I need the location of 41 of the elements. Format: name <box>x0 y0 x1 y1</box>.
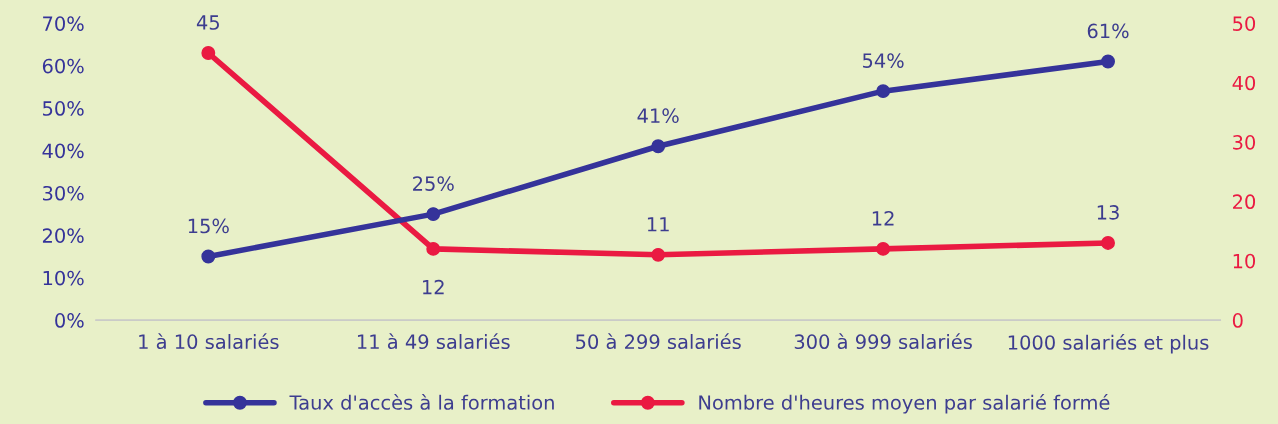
point <box>201 46 216 60</box>
x-tick-label: 11 à 49 salariés <box>357 333 510 350</box>
data-label: 12 <box>423 279 444 295</box>
data-label: 12 <box>872 210 894 226</box>
y-tick-label: 40% <box>42 143 84 159</box>
y2-tick-label: 40 <box>1232 75 1256 91</box>
point <box>1101 236 1115 250</box>
y2-tick-label: 50 <box>1233 16 1256 31</box>
point <box>426 207 441 222</box>
data-label: 11 <box>647 217 669 232</box>
y-tick-label: 50% <box>43 101 84 116</box>
legend-label: Nombre d'heures moyen par salarié formé <box>699 394 1110 414</box>
y-tick-label: 70% <box>43 16 84 31</box>
point <box>426 241 441 256</box>
data-label: 25% <box>413 176 454 191</box>
point <box>651 139 666 154</box>
data-label: 41% <box>637 108 679 124</box>
data-label: 54% <box>862 53 904 68</box>
y2-tick-label: 10 <box>1233 253 1256 269</box>
y-tick-label: 60% <box>42 58 84 74</box>
x-tick-label: 1000 salariés et plus <box>1008 334 1209 354</box>
data-label: 13 <box>1097 205 1119 220</box>
point <box>876 84 891 99</box>
data-label: 61% <box>1087 23 1129 39</box>
data-label: 45 <box>196 15 219 30</box>
y-tick-label: 10% <box>43 270 84 286</box>
point <box>201 249 216 264</box>
y2-tick-label: 20 <box>1233 194 1256 210</box>
x-tick-label: 300 à 999 salariés <box>794 333 972 350</box>
y2-tick-label: 0 <box>1232 313 1243 328</box>
y-tick-label: 0% <box>55 313 84 328</box>
data-label: 15% <box>188 218 229 234</box>
legend-label: Taux d'accès à la formation <box>289 394 554 410</box>
point <box>651 247 666 262</box>
y-tick-label: 20% <box>42 228 84 243</box>
y-tick-label: 30% <box>43 185 84 201</box>
point <box>876 241 891 256</box>
x-tick-label: 1 à 10 salariés <box>139 333 279 350</box>
x-tick-label: 50 à 299 salariés <box>576 333 741 350</box>
y2-tick-label: 30 <box>1233 135 1256 150</box>
point <box>1101 54 1115 69</box>
